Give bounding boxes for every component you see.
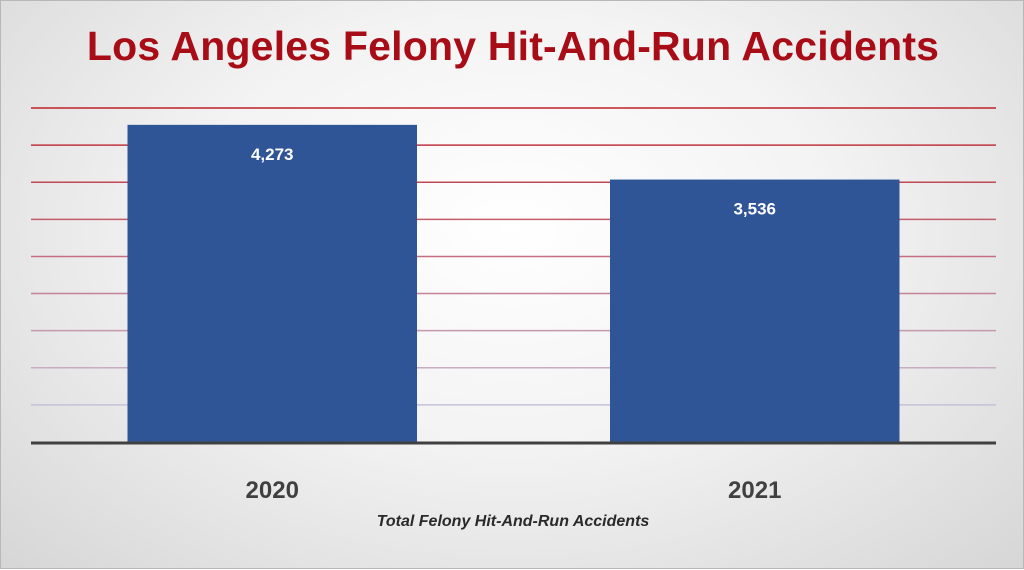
bar-2020 <box>127 124 417 442</box>
bars: 4,273 3,536 <box>127 124 900 442</box>
x-tick-label-2021: 2021 <box>728 477 781 504</box>
bar-2021 <box>610 179 900 442</box>
x-tick-labels: 2020 2021 <box>246 477 782 504</box>
data-label-2021: 3,536 <box>733 200 776 219</box>
x-axis-label: Total Felony Hit-And-Run Accidents <box>376 513 650 530</box>
x-tick-label-2020: 2020 <box>246 477 299 504</box>
data-label-2020: 4,273 <box>251 145 294 164</box>
chart-title: Los Angeles Felony Hit-And-Run Accidents <box>86 23 940 69</box>
